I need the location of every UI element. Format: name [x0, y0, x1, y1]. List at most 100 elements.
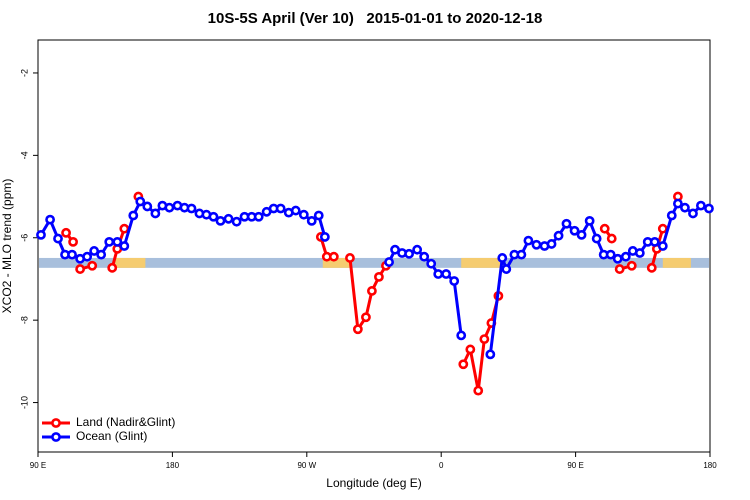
y-tick-label: -10 [19, 396, 29, 409]
data-point [695, 200, 706, 211]
plot-frame [37, 39, 711, 453]
data-point [67, 249, 77, 260]
data-point [384, 257, 394, 267]
data-point [553, 230, 564, 241]
data-point [215, 215, 226, 226]
data-point [626, 260, 637, 271]
y-tick-label: -8 [19, 316, 29, 324]
data-point [634, 248, 645, 258]
data-point [646, 262, 657, 273]
data-point [419, 251, 430, 262]
x-tick-label: 180 [166, 461, 180, 470]
data-point [479, 334, 490, 345]
data-point [150, 208, 161, 219]
land-band [461, 257, 502, 268]
data-point [441, 269, 452, 279]
y-tick-label: -2 [19, 69, 29, 77]
data-point [605, 249, 616, 260]
data-point [449, 276, 460, 286]
data-point [531, 239, 542, 250]
data-point [485, 349, 496, 360]
data-point [119, 223, 130, 234]
data-point [306, 215, 317, 226]
data-point [569, 225, 580, 236]
legend-marker [51, 432, 61, 442]
data-point [426, 258, 437, 269]
data-point [87, 260, 98, 271]
data-point [142, 201, 153, 212]
data-point [433, 269, 444, 279]
data-point [112, 236, 123, 247]
data-point [104, 236, 115, 247]
y-axis-label: XCO2 - MLO trend (ppm) [0, 179, 14, 314]
data-point [612, 253, 623, 264]
data-point [223, 213, 234, 224]
data-point [361, 312, 371, 323]
x-tick-label: 180 [703, 461, 717, 470]
x-axis-label: Longitude (deg E) [326, 476, 421, 490]
chart-title: 10S-5S April (Ver 10) 2015-01-01 to 2020… [208, 10, 543, 27]
data-point [404, 248, 414, 259]
data-point [606, 233, 617, 244]
series-line [488, 201, 710, 355]
data-point [367, 286, 377, 296]
data-point [45, 214, 55, 225]
data-point [591, 233, 602, 244]
data-point [599, 223, 610, 234]
data-point [516, 249, 527, 260]
data-point [374, 271, 384, 282]
data-point [657, 223, 668, 234]
legend-label: Ocean (Glint) [76, 429, 147, 443]
reference-band [39, 257, 709, 268]
land-band [662, 257, 691, 268]
data-point [253, 211, 264, 222]
data-point [501, 264, 512, 274]
data-point [473, 385, 484, 396]
data-point [688, 208, 698, 219]
data-point [164, 202, 175, 213]
data-point [290, 205, 301, 216]
data-point [576, 229, 587, 240]
data-point [53, 233, 63, 244]
legend-marker [51, 418, 61, 428]
data-point [275, 203, 286, 214]
x-tick-label: 0 [439, 461, 444, 470]
data-point [82, 251, 93, 262]
data-point [456, 330, 467, 341]
data-point [666, 210, 677, 221]
data-point [96, 249, 107, 260]
data-point [119, 241, 130, 251]
data-point [704, 203, 714, 214]
data-point [584, 215, 595, 226]
data-point [546, 239, 557, 249]
data-point [620, 251, 631, 262]
data-point [89, 246, 100, 256]
land-band [322, 257, 351, 268]
data-point [345, 253, 355, 263]
data-point [657, 241, 668, 251]
data-point [561, 218, 572, 229]
x-tick-label: 90 W [297, 461, 316, 470]
data-point [458, 359, 469, 370]
data-point [523, 235, 534, 246]
data-point [614, 264, 625, 274]
data-point [61, 227, 71, 238]
data-point [75, 264, 86, 274]
data-point [465, 344, 476, 355]
data-point [352, 324, 363, 335]
land-band [115, 257, 146, 268]
data-point [107, 262, 118, 273]
data-point [128, 210, 139, 221]
data-point [186, 203, 197, 214]
data-point [497, 253, 508, 263]
data-point [672, 198, 683, 209]
data-point [68, 236, 78, 247]
data-point [36, 229, 46, 240]
legend-label: Land (Nadir&Glint) [76, 415, 175, 429]
y-tick-label: -6 [19, 234, 29, 242]
data-point [412, 244, 423, 255]
data-point [135, 196, 146, 207]
data-point [680, 202, 690, 213]
data-point [208, 211, 219, 222]
